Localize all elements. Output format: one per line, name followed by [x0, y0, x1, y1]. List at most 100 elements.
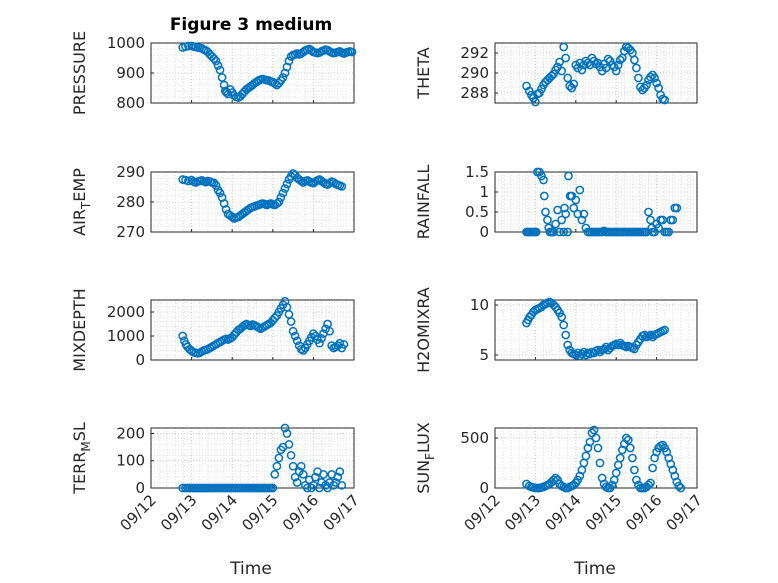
data-point	[632, 63, 641, 73]
y-axis-label-subscript: F	[423, 453, 437, 460]
data-point	[311, 472, 320, 482]
data-point	[561, 330, 571, 340]
y-tick-label: 0	[479, 479, 489, 497]
data-point	[551, 473, 560, 483]
x-tick-label: 09/12	[117, 491, 160, 534]
data-point	[543, 215, 552, 225]
y-tick-label: 1000	[107, 327, 145, 345]
data-point	[644, 480, 653, 490]
x-tick-label: 09/15	[238, 491, 281, 534]
data-point	[613, 340, 623, 350]
data-point	[270, 313, 280, 323]
series-TERR_MSL	[178, 423, 347, 493]
data-point	[317, 334, 326, 343]
data-point	[668, 215, 678, 225]
y-tick-label: 0	[135, 479, 145, 497]
data-point	[591, 433, 601, 443]
data-point	[648, 463, 657, 473]
data-point	[561, 209, 571, 219]
data-point	[642, 80, 651, 90]
series-MIXDEPTH	[178, 296, 349, 358]
data-point	[298, 470, 308, 479]
data-point	[327, 341, 337, 350]
data-point	[280, 423, 290, 433]
data-point	[288, 326, 298, 336]
data-point	[664, 227, 674, 237]
data-point	[551, 219, 560, 229]
data-point	[227, 212, 237, 222]
series-PRESSURE	[178, 41, 357, 102]
x-tick-label: 09/16	[622, 491, 665, 534]
x-tick-label: 09/17	[663, 491, 706, 534]
data-point	[298, 346, 308, 355]
x-tick-label: 09/13	[501, 491, 544, 534]
data-point	[628, 453, 637, 463]
y-tick-label: 270	[116, 223, 145, 241]
data-point	[290, 472, 300, 482]
y-axis-label: MIXDEPTH	[70, 288, 89, 371]
data-point	[652, 78, 661, 88]
y-tick-label: 200	[116, 424, 145, 442]
data-point	[337, 480, 347, 490]
data-point	[599, 344, 609, 354]
series-THETA	[522, 42, 670, 107]
data-point	[565, 81, 575, 91]
data-point	[335, 338, 345, 348]
data-point	[557, 66, 567, 76]
y-axis-label-subscript: T	[79, 201, 93, 210]
data-point	[296, 176, 306, 186]
axes-frame	[494, 42, 698, 104]
data-point	[676, 483, 686, 493]
series-SUN_FLUX	[522, 425, 686, 493]
data-point	[630, 465, 639, 475]
data-point	[209, 54, 219, 63]
data-point	[581, 451, 591, 461]
y-axis-label-rest: EMP	[70, 168, 89, 202]
data-point	[575, 185, 585, 195]
x-tick-label: 09/13	[157, 491, 200, 534]
data-point	[654, 223, 663, 233]
y-axis-label-rest: LUX	[414, 422, 433, 453]
data-point	[632, 475, 641, 485]
data-point	[573, 209, 583, 219]
y-tick-label: 0	[479, 223, 489, 241]
data-point	[646, 72, 655, 82]
data-point	[615, 55, 625, 65]
data-point	[571, 350, 581, 360]
y-tick-label: 292	[460, 44, 489, 62]
x-tick-label: 09/15	[582, 491, 625, 534]
y-tick-label: 290	[116, 163, 145, 181]
data-point	[178, 331, 188, 341]
data-point	[292, 336, 302, 346]
figure-title: Figure 3 medium	[170, 15, 332, 35]
data-point	[215, 188, 225, 198]
data-point	[549, 227, 558, 237]
data-point	[531, 227, 541, 237]
y-tick-label: 290	[460, 64, 489, 82]
data-point	[611, 468, 621, 478]
data-point	[660, 95, 670, 105]
data-point	[219, 80, 229, 90]
data-point	[593, 345, 603, 355]
panel-row3-left: 0 1000 2000 MIXDEPTH	[70, 288, 355, 372]
x-axis-label-right: Time	[573, 559, 616, 579]
data-point	[658, 215, 668, 225]
y-tick-label: 288	[460, 84, 489, 102]
data-point	[215, 65, 225, 75]
data-point	[630, 55, 639, 65]
data-point	[547, 71, 556, 81]
data-point	[268, 483, 278, 493]
data-point	[278, 188, 288, 198]
y-tick-label: 800	[116, 94, 145, 112]
x-tick-label: 09/14	[198, 491, 241, 534]
axes-frame	[494, 427, 698, 489]
data-point	[644, 207, 653, 217]
axes-frame	[494, 299, 698, 361]
data-point	[559, 320, 569, 330]
data-point	[319, 470, 328, 479]
data-point	[274, 197, 284, 207]
data-point	[347, 47, 357, 57]
data-point	[593, 443, 603, 453]
data-point	[296, 461, 306, 471]
